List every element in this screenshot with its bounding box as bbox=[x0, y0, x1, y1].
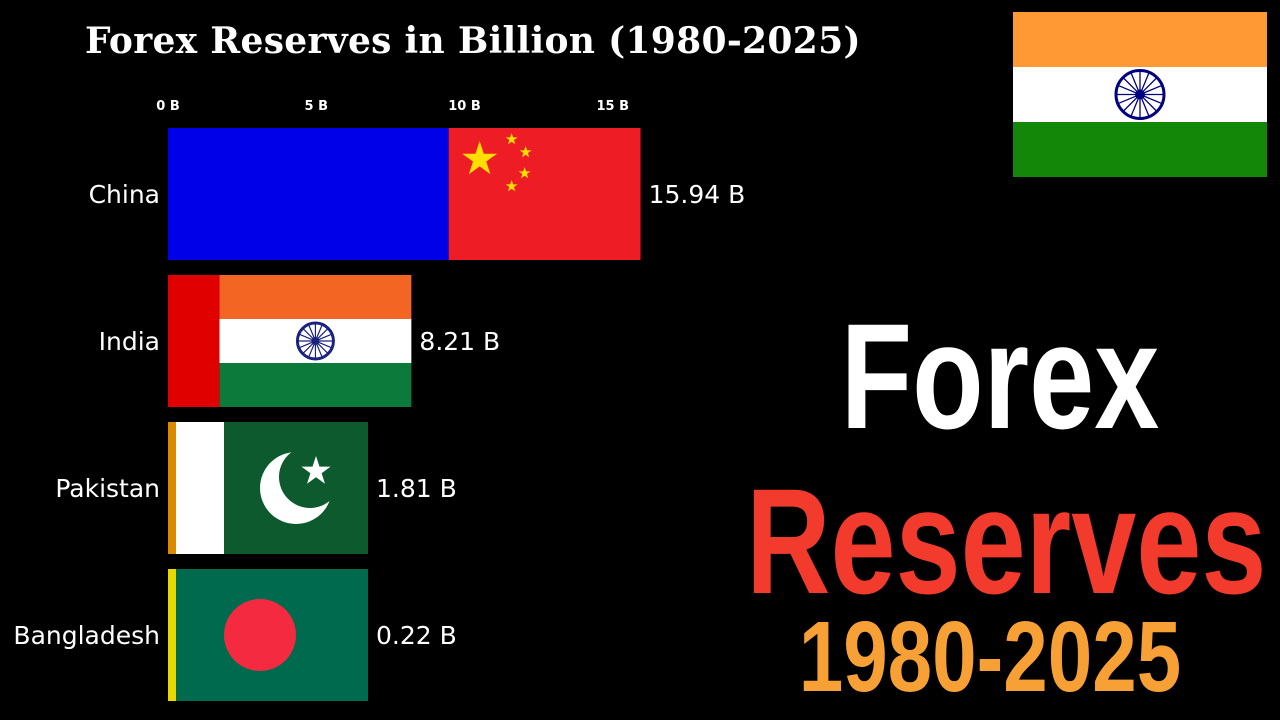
category-label: Bangladesh bbox=[13, 621, 160, 650]
category-label: Pakistan bbox=[55, 474, 160, 503]
value-label: 0.22 B bbox=[376, 621, 457, 650]
value-label: 15.94 B bbox=[649, 180, 746, 209]
value-label: 8.21 B bbox=[419, 327, 500, 356]
value-label: 1.81 B bbox=[376, 474, 457, 503]
headline-forex: Forex bbox=[840, 292, 1160, 460]
x-tick-label: 10 B bbox=[448, 99, 481, 114]
x-tick-label: 5 B bbox=[305, 99, 328, 114]
india-flag-large bbox=[1013, 12, 1267, 177]
category-label: India bbox=[99, 327, 160, 356]
bar-chart: 0 B 5 B 10 B 15 B China 15.94 B India 8.21 B Pa… bbox=[13, 99, 746, 701]
x-tick-label: 0 B bbox=[156, 99, 179, 114]
pakistan-flag-icon bbox=[176, 422, 368, 554]
headline-years: 1980-2025 bbox=[798, 601, 1182, 713]
bar bbox=[168, 128, 449, 260]
bar bbox=[168, 275, 220, 407]
india-flag-icon bbox=[219, 275, 412, 407]
bangladesh-flag-icon bbox=[176, 569, 368, 701]
bar bbox=[168, 569, 176, 701]
bar bbox=[168, 422, 176, 554]
x-tick-label: 15 B bbox=[596, 99, 629, 114]
category-label: China bbox=[89, 180, 160, 209]
chart-title: Forex Reserves in Billion (1980-2025) bbox=[85, 20, 861, 62]
china-flag-icon bbox=[448, 128, 641, 260]
headline-reserves: Reserves bbox=[746, 457, 1267, 625]
